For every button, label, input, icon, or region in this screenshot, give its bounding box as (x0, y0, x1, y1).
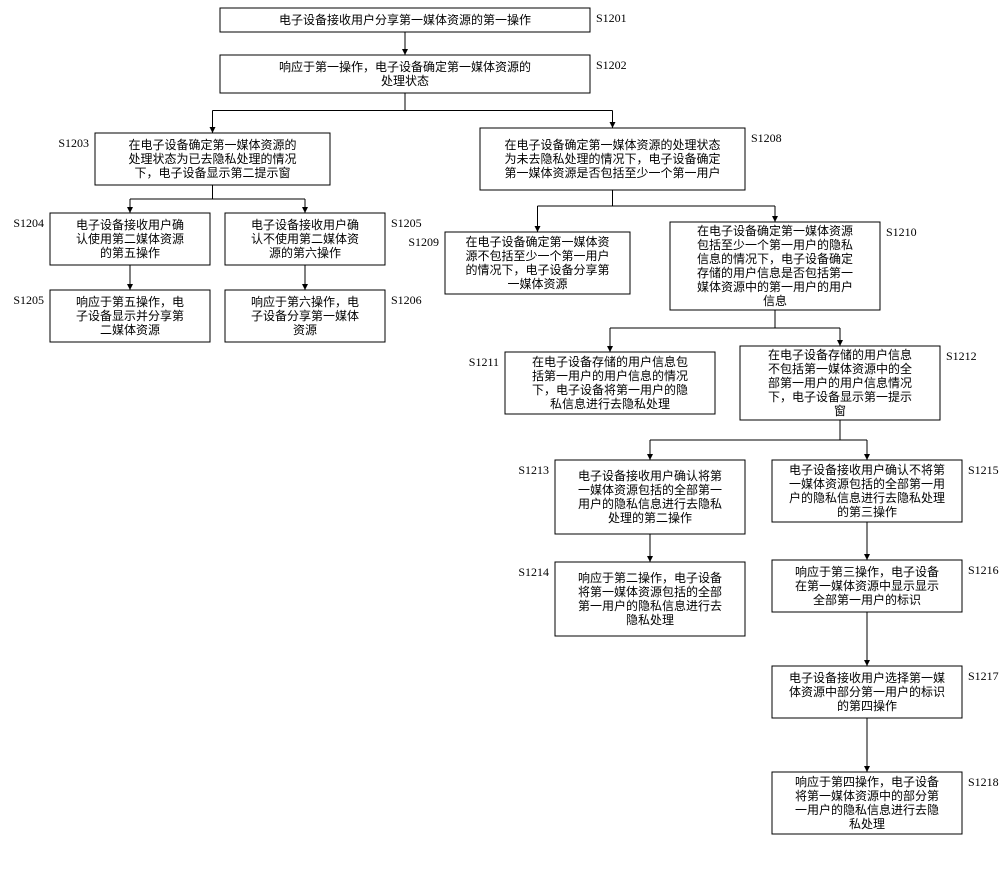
flow-node-S1212: 在电子设备存储的用户信息不包括第一媒体资源中的全部第一用户的用户信息情况下，电子… (740, 346, 977, 420)
node-text: 下，电子设备显示第一提示 (768, 389, 912, 404)
node-text: 部第一用户的用户信息情况 (768, 375, 912, 390)
node-text: 一媒体资源包括的全部第一 (578, 482, 722, 497)
flow-node-S1210: 在电子设备确定第一媒体资源包括至少一个第一用户的隐私信息的情况下，电子设备确定存… (670, 222, 917, 310)
node-text: 在电子设备确定第一媒体资源的 (128, 137, 296, 152)
step-label: S1203 (58, 136, 89, 150)
flow-node-S1205a: 电子设备接收用户确认不使用第二媒体资源的第六操作 S1205 (225, 213, 422, 265)
node-text: 认使用第二媒体资源 (76, 231, 184, 246)
step-label: S1202 (596, 58, 627, 72)
node-text: 的第三操作 (837, 504, 897, 519)
node-text: 存储的用户信息是否包括第一 (697, 265, 853, 280)
node-text: 第一用户的隐私信息进行去 (578, 598, 722, 613)
step-label: S1211 (469, 355, 499, 369)
node-text: 处理状态为已去隐私处理的情况 (128, 151, 296, 166)
node-text: 处理状态 (381, 74, 429, 88)
node-text: 电子设备接收用户选择第一媒 (789, 670, 945, 685)
node-text: 在电子设备存储的用户信息包 (532, 354, 688, 369)
step-label: S1201 (596, 11, 627, 25)
node-text: 处理的第二操作 (608, 510, 692, 525)
node-text: 在电子设备存储的用户信息 (768, 347, 912, 362)
node-text: 隐私处理 (626, 613, 674, 627)
flow-node-S1211: 在电子设备存储的用户信息包括第一用户的用户信息的情况下，电子设备将第一用户的隐私… (469, 352, 715, 414)
step-label: S1208 (751, 131, 782, 145)
flowchart-canvas: 电子设备接收用户分享第一媒体资源的第一操作 S1201 响应于第一操作，电子设备确定… (0, 0, 1000, 894)
flow-node-S1201: 电子设备接收用户分享第一媒体资源的第一操作 S1201 (220, 8, 627, 32)
node-text: 电子设备接收用户分享第一媒体资源的第一操作 (279, 12, 531, 27)
flow-node-S1215: 电子设备接收用户确认不将第一媒体资源包括的全部第一用户的隐私信息进行去隐私处理的… (772, 460, 999, 522)
flow-node-S1204: 电子设备接收用户确认使用第二媒体资源的第五操作 S1204 (13, 213, 210, 265)
step-label: S1212 (946, 349, 977, 363)
node-text: 体资源中部分第一用户的标识 (789, 684, 945, 699)
flow-node-S1205b: 响应于第五操作，电子设备显示并分享第二媒体资源 S1205 (13, 290, 210, 342)
node-text: 源的第六操作 (269, 245, 341, 260)
node-text: 下，电子设备显示第二提示窗 (134, 165, 290, 180)
node-text: 的情况下，电子设备分享第 (465, 262, 609, 277)
node-text: 二媒体资源 (100, 323, 160, 337)
node-text: 响应于第四操作，电子设备 (795, 774, 939, 789)
step-label: S1204 (13, 216, 44, 230)
node-text: 认不使用第二媒体资 (251, 231, 359, 246)
node-text: 资源 (293, 323, 317, 337)
node-text: 第一媒体资源是否包括至少一个第一用户 (504, 165, 720, 180)
node-text: 电子设备接收用户确 (251, 217, 359, 232)
node-text: 为未去隐私处理的情况下，电子设备确定 (504, 151, 720, 166)
node-text: 全部第一用户的标识 (813, 592, 921, 607)
node-text: 窗 (834, 404, 846, 418)
flow-node-S1214: 响应于第二操作，电子设备将第一媒体资源包括的全部第一用户的隐私信息进行去隐私处理… (518, 562, 745, 636)
step-label: S1213 (518, 463, 549, 477)
node-text: 户的隐私信息进行去隐私处理 (789, 490, 945, 505)
step-label: S1206 (391, 293, 422, 307)
flow-node-S1217: 电子设备接收用户选择第一媒体资源中部分第一用户的标识的第四操作 S1217 (772, 666, 999, 718)
node-text: 私信息进行去隐私处理 (550, 396, 670, 411)
step-label: S1214 (518, 565, 549, 579)
node-text: 下，电子设备将第一用户的隐 (532, 382, 688, 397)
node-text: 不包括第一媒体资源中的全 (768, 361, 912, 376)
node-text: 在电子设备确定第一媒体资 (465, 234, 609, 249)
node-text: 媒体资源中的第一用户的用户 (697, 279, 853, 294)
node-text: 一媒体资源 (507, 277, 567, 291)
step-label: S1209 (408, 235, 439, 249)
node-text: 在第一媒体资源中显示显示 (795, 578, 939, 593)
node-text: 信息 (763, 293, 787, 308)
node-text: 电子设备接收用户确认将第 (578, 468, 722, 483)
node-text: 私处理 (849, 817, 885, 831)
flow-node-S1203: 在电子设备确定第一媒体资源的处理状态为已去隐私处理的情况下，电子设备显示第二提示… (58, 133, 330, 185)
node-text: 在电子设备确定第一媒体资源 (697, 223, 853, 238)
node-text: 的第五操作 (100, 245, 160, 260)
node-text: 将第一媒体资源中的部分第 (795, 788, 939, 803)
flow-node-S1213: 电子设备接收用户确认将第一媒体资源包括的全部第一用户的隐私信息进行去隐私处理的第… (518, 460, 745, 534)
node-text: 信息的情况下，电子设备确定 (697, 251, 853, 266)
flow-node-S1208: 在电子设备确定第一媒体资源的处理状态为未去隐私处理的情况下，电子设备确定第一媒体… (480, 128, 782, 190)
flow-node-S1206: 响应于第六操作，电子设备分享第一媒体资源 S1206 (225, 290, 422, 342)
flow-node-S1218: 响应于第四操作，电子设备将第一媒体资源中的部分第一用户的隐私信息进行去隐私处理 S… (772, 772, 999, 834)
step-label: S1215 (968, 463, 999, 477)
node-text: 的第四操作 (837, 698, 897, 713)
node-text: 响应于第五操作，电 (76, 294, 184, 309)
node-text: 用户的隐私信息进行去隐私 (578, 496, 722, 511)
flow-node-S1202: 响应于第一操作，电子设备确定第一媒体资源的处理状态 S1202 (220, 55, 627, 93)
node-text: 电子设备接收用户确认不将第 (789, 462, 945, 477)
step-label: S1217 (968, 669, 999, 683)
step-label: S1205 (13, 293, 44, 307)
flow-node-S1216: 响应于第三操作，电子设备在第一媒体资源中显示显示全部第一用户的标识 S1216 (772, 560, 999, 612)
node-text: 源不包括至少一个第一用户 (465, 248, 609, 263)
node-text: 一用户的隐私信息进行去隐 (795, 802, 939, 817)
node-text: 包括至少一个第一用户的隐私 (697, 237, 853, 252)
node-text: 响应于第二操作，电子设备 (578, 570, 722, 585)
node-text: 响应于第六操作，电 (251, 294, 359, 309)
step-label: S1205 (391, 216, 422, 230)
node-text: 子设备分享第一媒体 (251, 308, 359, 323)
node-text: 响应于第三操作，电子设备 (795, 564, 939, 579)
step-label: S1218 (968, 775, 999, 789)
node-text: 子设备显示并分享第 (76, 308, 184, 323)
node-text: 在电子设备确定第一媒体资源的处理状态 (504, 137, 720, 152)
node-text: 括第一用户的用户信息的情况 (532, 368, 688, 383)
node-text: 响应于第一操作，电子设备确定第一媒体资源的 (279, 59, 531, 74)
node-text: 一媒体资源包括的全部第一用 (789, 476, 945, 491)
node-text: 电子设备接收用户确 (76, 217, 184, 232)
node-text: 将第一媒体资源包括的全部 (578, 584, 722, 599)
step-label: S1210 (886, 225, 917, 239)
step-label: S1216 (968, 563, 999, 577)
flow-node-S1209: 在电子设备确定第一媒体资源不包括至少一个第一用户的情况下，电子设备分享第一媒体资… (408, 232, 630, 294)
